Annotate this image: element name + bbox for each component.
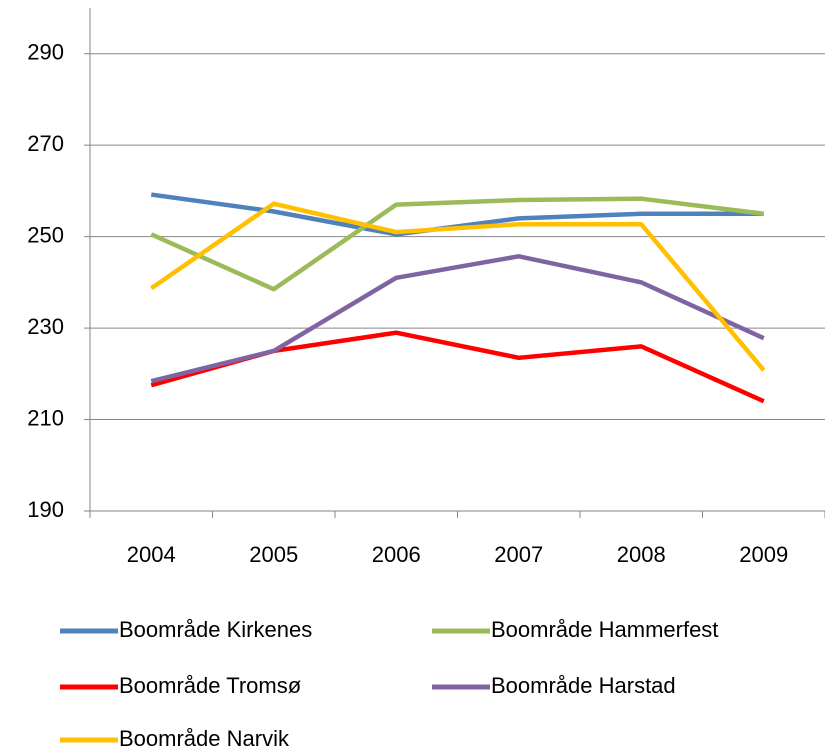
legend-label: Boområde Tromsø <box>119 673 301 698</box>
series-line <box>150 254 765 384</box>
y-tick-label: 230 <box>27 314 64 339</box>
x-tick-label: 2007 <box>494 542 543 567</box>
x-tick-label: 2005 <box>249 542 298 567</box>
y-tick-label: 210 <box>27 405 64 430</box>
x-tick-label: 2008 <box>617 542 666 567</box>
x-tick-label: 2004 <box>127 542 176 567</box>
legend-label: Boområde Narvik <box>119 726 290 751</box>
y-tick-label: 190 <box>27 497 64 522</box>
y-tick-label: 270 <box>27 131 64 156</box>
y-tick-label: 250 <box>27 222 64 247</box>
y-tick-label: 290 <box>27 40 64 65</box>
series-line <box>149 201 766 372</box>
legend-label: Boområde Kirkenes <box>119 617 312 642</box>
x-tick-label: 2006 <box>372 542 421 567</box>
legend-label: Boområde Hammerfest <box>491 617 718 642</box>
x-tick-label: 2009 <box>739 542 788 567</box>
legend-label: Boområde Harstad <box>491 673 676 698</box>
series-line <box>150 196 765 292</box>
series-line <box>150 330 765 404</box>
